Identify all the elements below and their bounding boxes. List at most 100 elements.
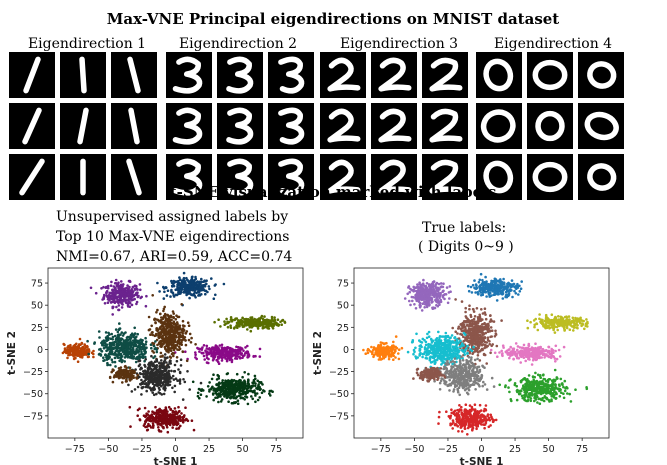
scatter-point	[109, 284, 113, 288]
scatter-point	[551, 349, 555, 352]
scatter-point	[490, 294, 493, 297]
scatter-point	[516, 286, 520, 289]
digit-image	[268, 52, 314, 98]
scatter-point	[136, 295, 140, 299]
scatter-point	[147, 328, 151, 332]
scatter-point	[475, 286, 479, 290]
scatter-point	[538, 317, 541, 321]
scatter-point	[154, 411, 158, 415]
scatter-point	[524, 359, 527, 363]
digit-image	[320, 154, 366, 200]
scatter-point	[121, 346, 124, 350]
scatter-point	[98, 348, 101, 351]
scatter-point	[157, 386, 161, 390]
scatter-points	[362, 272, 589, 436]
scatter-point	[158, 290, 161, 293]
scatter-point	[165, 342, 169, 346]
scatter-point	[414, 289, 418, 293]
scatter-point	[144, 365, 147, 368]
scatter-point	[505, 290, 509, 293]
scatter-point	[246, 350, 249, 353]
scatter-point	[554, 379, 557, 382]
scatter-point	[555, 357, 559, 361]
digit-image	[9, 154, 55, 200]
scatter-point	[220, 398, 224, 401]
scatter-point	[572, 329, 575, 332]
scatter-point	[176, 379, 180, 382]
scatter-point	[145, 294, 148, 298]
scatter-point	[220, 359, 224, 362]
scatter-point	[501, 281, 504, 284]
scatter-point	[541, 318, 544, 322]
y-axis-label: t-SNE 2	[6, 331, 18, 375]
scatter-point	[177, 426, 181, 430]
scatter-point	[130, 343, 133, 346]
scatter-point	[131, 285, 135, 289]
scatter-point	[425, 305, 429, 309]
scatter-point	[200, 293, 203, 296]
figure-title: Max-VNE Principal eigendirections on MNI…	[107, 10, 560, 28]
scatter-point	[572, 324, 576, 327]
scatter-point	[157, 319, 161, 323]
scatter-point	[163, 322, 166, 325]
scatter-point	[428, 303, 431, 307]
scatter-point	[181, 415, 184, 419]
cluster-darkgreen	[191, 371, 274, 406]
scatter-point	[113, 295, 116, 299]
scatter-point	[85, 344, 89, 348]
scatter-point	[172, 348, 176, 352]
scatter-point	[192, 428, 196, 432]
scatter-point	[160, 411, 164, 415]
scatter-point	[236, 380, 240, 383]
scatter-point	[165, 294, 169, 297]
scatter-point	[164, 369, 168, 372]
scatter-point	[232, 379, 236, 382]
scatter-point	[423, 297, 426, 301]
scatter-point	[65, 351, 68, 355]
scatter-point	[191, 380, 195, 384]
scatter-point	[247, 383, 251, 386]
scatter-point	[154, 379, 157, 382]
scatter-point	[131, 357, 135, 360]
digit-image	[60, 52, 106, 98]
scatter-point	[235, 372, 239, 376]
scatter-point	[431, 293, 435, 296]
scatter-point	[527, 342, 531, 346]
scatter-point	[146, 416, 150, 420]
scatter-point	[501, 289, 504, 292]
scatter-point	[176, 415, 179, 418]
scatter-point	[126, 341, 130, 345]
scatter-point	[220, 381, 224, 385]
scatter-point	[510, 289, 513, 292]
scatter-point	[129, 425, 132, 428]
scatter-point	[181, 350, 184, 353]
scatter-point	[538, 402, 542, 406]
scatter-point	[172, 370, 176, 373]
scatter-point	[181, 338, 184, 342]
scatter-point	[147, 410, 150, 413]
scatter-point	[143, 359, 146, 363]
scatter-point	[175, 314, 178, 318]
scatter-point	[269, 322, 273, 325]
scatter-point	[258, 380, 261, 384]
scatter-point	[175, 427, 178, 431]
scatter-point	[208, 347, 211, 350]
scatter-point	[256, 327, 260, 330]
scatter-point	[105, 339, 109, 343]
eigendirection-label-4: Eigendirection 4	[494, 36, 612, 52]
scatter-point	[122, 283, 125, 286]
scatter-point	[172, 378, 176, 381]
scatter-point	[564, 323, 568, 327]
scatter-point	[160, 328, 164, 331]
scatter-point	[511, 295, 514, 299]
scatter-point	[104, 331, 108, 334]
scatter-point	[128, 373, 131, 376]
scatter-point	[234, 348, 237, 352]
scatter-point	[225, 372, 229, 376]
scatter-point	[553, 316, 557, 320]
scatter-point	[210, 386, 213, 390]
scatter-points	[61, 271, 287, 434]
scatter-point	[172, 312, 175, 315]
scatter-point	[157, 335, 160, 338]
